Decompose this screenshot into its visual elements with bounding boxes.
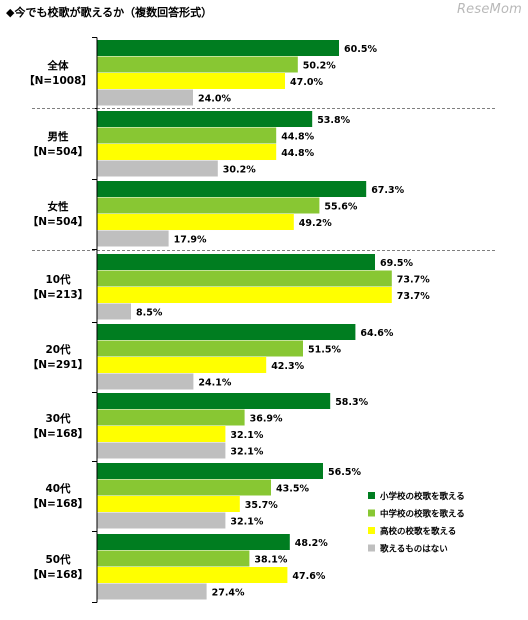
category-n-label-6: 【N=168】 — [28, 497, 89, 510]
data-label-2-0: 67.3% — [371, 185, 404, 196]
bar-6-3 — [97, 512, 226, 529]
bar-6-2 — [97, 496, 240, 512]
bar-1-0 — [97, 111, 313, 127]
bar-3-0 — [97, 254, 375, 270]
data-label-5-0: 58.3% — [335, 397, 368, 408]
bar-1-2 — [97, 144, 277, 160]
data-label-0-3: 24.0% — [198, 93, 231, 104]
chart-title: ◆今でも校歌が歌えるか（複数回答形式） — [6, 6, 213, 19]
category-label-5: 30代 — [45, 412, 71, 425]
data-label-3-2: 73.7% — [397, 291, 430, 302]
bar-6-0 — [97, 463, 323, 479]
data-label-6-3: 32.1% — [230, 516, 263, 527]
data-label-3-1: 73.7% — [397, 274, 430, 285]
data-label-6-0: 56.5% — [328, 467, 361, 478]
data-label-4-0: 64.6% — [360, 328, 393, 339]
category-n-label-7: 【N=168】 — [28, 568, 89, 581]
legend-label-1: 中学校の校歌を歌える — [380, 509, 465, 520]
bar-1-1 — [97, 127, 277, 144]
bar-0-1 — [97, 56, 298, 73]
bar-7-0 — [97, 534, 290, 550]
bar-2-3 — [97, 230, 169, 247]
data-label-5-2: 32.1% — [230, 430, 263, 441]
bar-5-3 — [97, 442, 226, 459]
data-label-7-0: 48.2% — [295, 538, 328, 549]
data-label-6-1: 43.5% — [276, 483, 309, 494]
bar-1-3 — [97, 160, 218, 177]
category-n-label-1: 【N=504】 — [28, 145, 89, 158]
category-label-0: 全体 — [47, 59, 69, 72]
bar-2-1 — [97, 197, 320, 214]
data-label-6-2: 35.7% — [245, 500, 278, 511]
bar-4-2 — [97, 357, 267, 373]
bar-0-3 — [97, 89, 193, 106]
bar-6-1 — [97, 479, 271, 496]
data-label-2-2: 49.2% — [299, 218, 332, 229]
category-n-label-5: 【N=168】 — [28, 427, 89, 440]
data-label-1-0: 53.8% — [317, 115, 350, 126]
data-label-2-1: 55.6% — [324, 201, 357, 212]
data-label-4-1: 51.5% — [308, 344, 341, 355]
category-label-3: 10代 — [45, 273, 71, 286]
data-label-0-1: 50.2% — [303, 60, 336, 71]
bar-3-1 — [97, 270, 392, 287]
bar-2-0 — [97, 181, 367, 197]
legend-swatch-1 — [368, 509, 375, 517]
data-label-0-0: 60.5% — [344, 44, 377, 55]
bar-3-2 — [97, 287, 392, 303]
data-label-1-3: 30.2% — [223, 164, 256, 175]
legend-swatch-0 — [368, 492, 375, 499]
data-label-0-2: 47.0% — [290, 77, 323, 88]
bar-7-3 — [97, 583, 207, 600]
category-n-label-2: 【N=504】 — [28, 215, 89, 228]
category-n-label-0: 【N=1008】 — [24, 74, 92, 87]
category-n-label-4: 【N=291】 — [28, 358, 89, 371]
bar-7-2 — [97, 567, 288, 583]
data-label-1-1: 44.8% — [281, 131, 314, 142]
data-label-4-3: 24.1% — [198, 377, 231, 388]
bar-7-1 — [97, 550, 250, 567]
data-label-1-2: 44.8% — [281, 148, 314, 159]
bar-4-3 — [97, 373, 194, 390]
data-label-5-3: 32.1% — [230, 446, 263, 457]
bar-5-1 — [97, 409, 245, 426]
data-label-3-0: 69.5% — [380, 258, 413, 269]
bar-5-0 — [97, 393, 331, 409]
data-label-5-1: 36.9% — [250, 413, 283, 424]
category-label-4: 20代 — [45, 343, 71, 356]
bar-4-0 — [97, 324, 356, 340]
legend-label-0: 小学校の校歌を歌える — [379, 491, 465, 502]
bar-5-2 — [97, 426, 226, 442]
bar-3-3 — [97, 303, 131, 320]
data-label-2-3: 17.9% — [174, 234, 207, 245]
bar-0-0 — [97, 40, 339, 56]
category-n-label-3: 【N=213】 — [28, 288, 89, 301]
legend-swatch-3 — [368, 544, 375, 552]
data-label-3-3: 8.5% — [136, 307, 163, 318]
category-label-6: 40代 — [45, 482, 71, 495]
category-label-2: 女性 — [48, 200, 69, 213]
legend-label-2: 高校の校歌を歌える — [380, 526, 456, 537]
brand-logo: ReseMom — [456, 2, 522, 17]
legend-label-3: 歌えるものはない — [380, 544, 448, 555]
data-label-4-2: 42.3% — [271, 361, 304, 372]
category-label-1: 男性 — [48, 130, 69, 143]
bar-4-1 — [97, 340, 303, 357]
legend-swatch-2 — [368, 527, 375, 534]
data-label-7-2: 47.6% — [292, 571, 325, 582]
bar-0-2 — [97, 73, 285, 89]
bar-2-2 — [97, 214, 294, 230]
category-label-7: 50代 — [45, 553, 71, 566]
data-label-7-1: 38.1% — [254, 554, 287, 565]
data-label-7-3: 27.4% — [212, 587, 245, 598]
